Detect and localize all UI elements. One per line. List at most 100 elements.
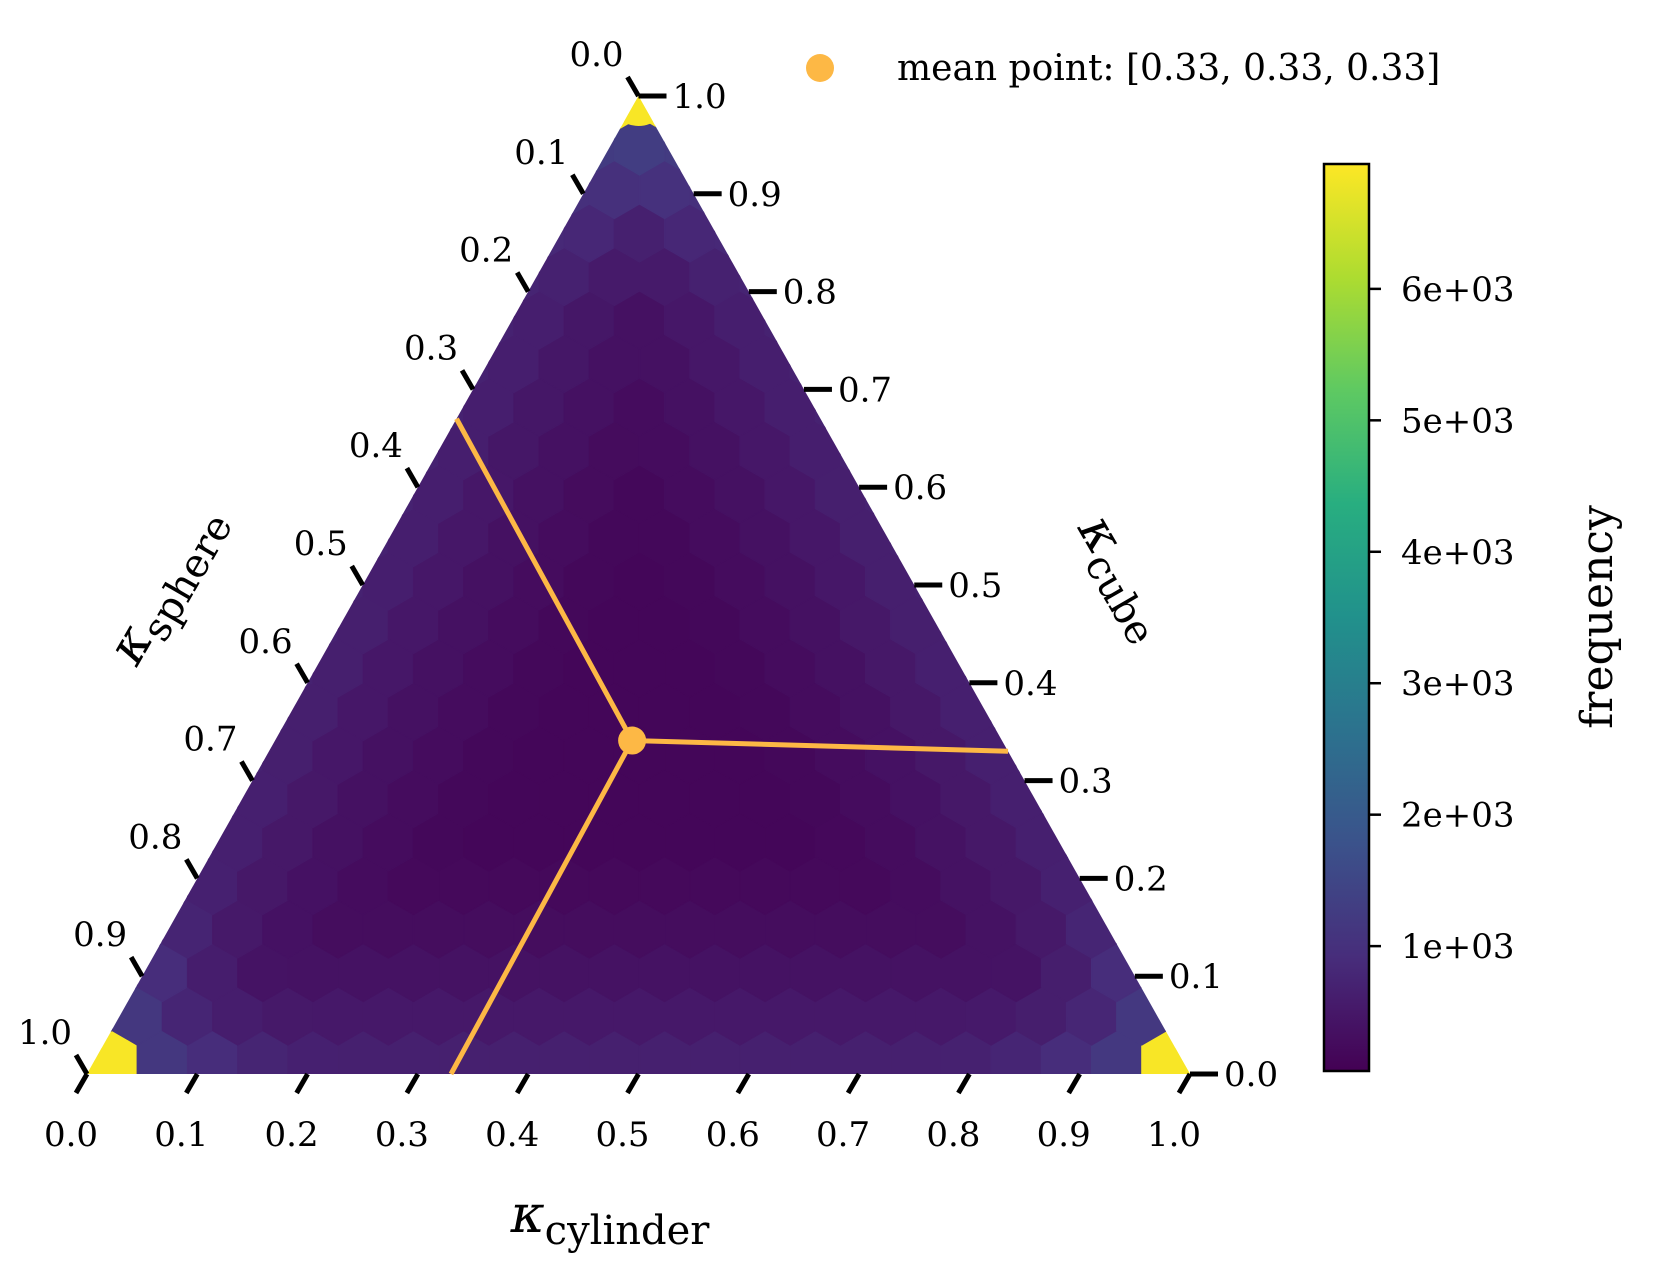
hexbin [1116, 290, 1168, 350]
hexbin [412, 203, 465, 263]
hexbin [87, 507, 88, 568]
hexbin [212, 203, 264, 263]
hexbin [990, 246, 1043, 307]
colorbar: 1e+03 2e+03 3e+03 4e+03 5e+03 6e+03 frequency [1322, 162, 1623, 1073]
hexbin [1141, 420, 1190, 481]
colorbar-tick-label: 3e+03 [1401, 664, 1515, 704]
hexbin [87, 420, 88, 481]
hexbin [1166, 290, 1190, 350]
hexbin [1141, 507, 1190, 568]
hexbin [387, 246, 440, 307]
hexbin [965, 203, 1017, 263]
hexbin [514, 30, 564, 88]
hexbin [488, 96, 540, 133]
tick-label-cube: 0.9 [728, 175, 782, 215]
hexbin [1192, 161, 1242, 219]
hexbin [1192, 596, 1242, 654]
hexbin [1040, 333, 1093, 394]
hexbin [1015, 116, 1068, 176]
hexbin [12, 726, 62, 784]
hexbin [87, 725, 113, 785]
hexbin [1015, 464, 1068, 524]
hexbin [464, 30, 514, 88]
hexbin [237, 96, 289, 133]
hexbin [1166, 638, 1190, 698]
hexbin [1141, 681, 1190, 742]
hexbin [12, 378, 62, 436]
hexbin [1065, 203, 1118, 263]
hexbin [1090, 420, 1143, 481]
hexbin [212, 290, 264, 350]
hexbin [237, 420, 289, 481]
tick-cylinder [735, 1072, 751, 1095]
hexbin [940, 420, 992, 481]
hexbin [237, 159, 289, 220]
hexbin [287, 420, 339, 481]
tick-label-sphere: 0.1 [514, 133, 568, 173]
hexbin [337, 333, 389, 394]
hexbin [111, 725, 163, 785]
tick-sphere [184, 858, 200, 880]
hexbin [337, 246, 389, 307]
hexbin [463, 116, 515, 176]
tick-label-cube: 0.0 [1224, 1055, 1278, 1095]
tick-label-cube: 0.6 [893, 468, 947, 508]
tick-cylinder [294, 1072, 310, 1095]
hexbin [764, 1073, 816, 1074]
hexbin [1141, 768, 1190, 829]
hexbin [186, 246, 239, 307]
colorbar-gradient [1322, 162, 1371, 1073]
tick-label-sphere: 0.7 [183, 720, 237, 760]
hexbin [965, 377, 1017, 437]
hexbin [136, 159, 189, 220]
hexbin [363, 30, 413, 88]
tick-label-cube: 0.4 [1003, 664, 1057, 704]
hexbin [62, 30, 112, 88]
hexbin [136, 246, 189, 307]
hexbin [1141, 159, 1190, 220]
hexbin [87, 333, 138, 394]
hexbin [1065, 116, 1118, 176]
mean-line-cube [632, 738, 1009, 754]
mean-guide-lines [448, 417, 1009, 1076]
legend-marker [806, 54, 834, 82]
hexbin [412, 116, 465, 176]
tick-label-sphere: 0.8 [128, 817, 182, 857]
colorbar-title: frequency [1572, 505, 1623, 729]
hexbin [111, 290, 163, 350]
hexbin [87, 159, 138, 220]
hexbin [87, 594, 88, 655]
hexbin [1192, 857, 1242, 915]
tick-label-cube: 0.1 [1169, 957, 1223, 997]
hexbin [965, 290, 1017, 350]
hexbin [12, 30, 62, 88]
hexbin [387, 159, 440, 220]
hexbin [890, 333, 942, 394]
axis-title-cylinder: κcylinder [510, 1185, 711, 1254]
hexbin [438, 159, 490, 220]
tick-cylinder [73, 1072, 90, 1095]
hexbin [1166, 899, 1190, 959]
hexbin [1065, 638, 1118, 698]
hexbin [915, 377, 967, 437]
hexbin [263, 30, 313, 88]
hexbin [262, 377, 314, 437]
hexbin [1090, 159, 1143, 220]
hexbin [87, 420, 138, 481]
tick-sphere [239, 760, 255, 782]
hexbin [87, 855, 88, 916]
hexbin [1116, 203, 1168, 263]
hexbin [1116, 899, 1168, 959]
hexbin [990, 507, 1043, 568]
hexbin [212, 1073, 264, 1074]
hexbin [765, 30, 815, 88]
hexbin [1166, 725, 1190, 785]
tick-sphere [294, 662, 310, 685]
hexbin [186, 768, 239, 829]
hexbin [438, 96, 490, 133]
hexbin [839, 96, 892, 133]
hexbin [839, 246, 892, 307]
hexbin [915, 290, 967, 350]
hexbin [87, 681, 88, 742]
